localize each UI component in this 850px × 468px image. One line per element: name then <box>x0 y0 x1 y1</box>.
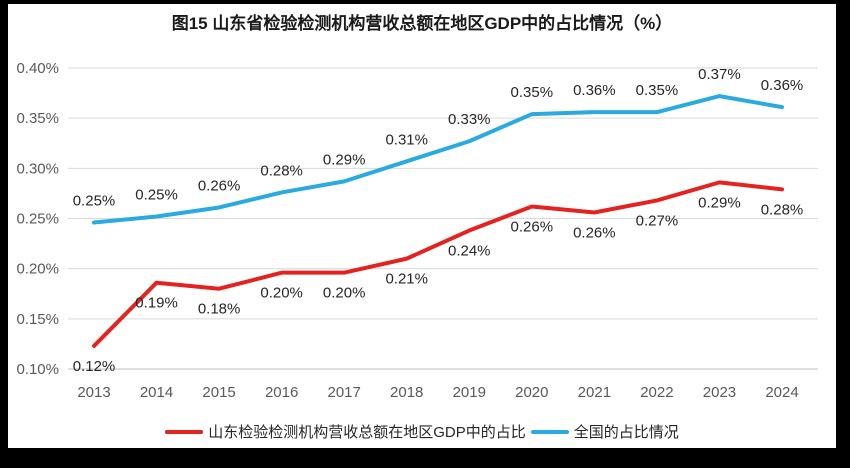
chart-title: 图15 山东省检验检测机构营收总额在地区GDP中的占比情况（%） <box>171 14 673 33</box>
data-label: 0.37% <box>698 66 741 83</box>
data-label: 0.31% <box>385 131 428 148</box>
red-line-swatch-icon <box>165 429 204 434</box>
x-tick-label: 2014 <box>140 384 173 401</box>
data-label: 0.28% <box>761 201 804 218</box>
y-tick-label: 0.40% <box>16 60 59 77</box>
line-chart: 0.10% 0.15% 0.20% 0.25% 0.30% 0.35% 0.40% 2013 2… <box>16 60 818 401</box>
data-label: 0.26% <box>198 177 241 194</box>
blue-line-swatch-icon <box>530 429 569 434</box>
data-label: 0.12% <box>73 358 116 375</box>
y-tick-label: 0.25% <box>16 211 59 228</box>
chart-legend: 山东检验检测机构营收总额在地区GDP中的占比 全国的占比情况 <box>8 421 836 442</box>
legend-item-shandong: 山东检验检测机构营收总额在地区GDP中的占比 <box>165 421 526 442</box>
data-label: 0.20% <box>260 285 303 302</box>
x-tick-label: 2019 <box>453 384 486 401</box>
data-label: 0.36% <box>573 82 616 99</box>
data-label: 0.29% <box>323 151 366 168</box>
data-label: 0.19% <box>135 295 178 312</box>
legend-item-national: 全国的占比情况 <box>530 421 679 442</box>
y-tick-label: 0.20% <box>16 261 59 278</box>
x-tick-label: 2021 <box>578 384 611 401</box>
data-label: 0.26% <box>511 218 554 235</box>
y-tick-label: 0.15% <box>16 311 59 328</box>
data-label: 0.25% <box>73 193 116 210</box>
x-tick-label: 2020 <box>515 384 548 401</box>
x-tick-label: 2024 <box>765 384 798 401</box>
data-label: 0.25% <box>135 186 178 203</box>
x-tick-label: 2018 <box>390 384 423 401</box>
data-label: 0.26% <box>573 224 616 241</box>
data-label: 0.29% <box>698 194 741 211</box>
x-tick-label: 2013 <box>77 384 110 401</box>
series-line <box>92 94 784 225</box>
data-label: 0.18% <box>198 301 241 318</box>
data-label: 0.33% <box>448 111 491 128</box>
x-tick-label: 2023 <box>703 384 736 401</box>
x-tick-label: 2016 <box>265 384 298 401</box>
x-tick-label: 2015 <box>202 384 235 401</box>
data-label: 0.36% <box>761 77 804 94</box>
y-tick-label: 0.30% <box>16 160 59 177</box>
data-label: 0.24% <box>448 243 491 260</box>
series-line <box>92 180 784 348</box>
legend-label-shandong: 山东检验检测机构营收总额在地区GDP中的占比 <box>208 424 526 441</box>
data-label: 0.35% <box>636 82 679 99</box>
data-label: 0.21% <box>385 271 428 288</box>
x-tick-label: 2022 <box>640 384 673 401</box>
y-tick-label: 0.10% <box>16 361 59 378</box>
x-tick-label: 2017 <box>327 384 360 401</box>
data-label: 0.27% <box>636 212 679 229</box>
data-label: 0.28% <box>260 162 303 179</box>
data-label: 0.35% <box>511 84 554 101</box>
chart-card: 图15 山东省检验检测机构营收总额在地区GDP中的占比情况（%） 0.10% 0.… <box>8 4 836 448</box>
legend-label-national: 全国的占比情况 <box>573 424 679 441</box>
y-tick-label: 0.35% <box>16 110 59 127</box>
data-label: 0.20% <box>323 285 366 302</box>
